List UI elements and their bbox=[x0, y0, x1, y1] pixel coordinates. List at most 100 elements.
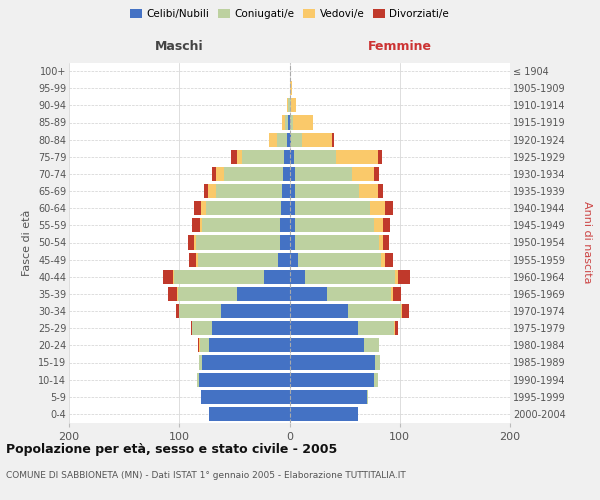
Bar bbox=[359, 184, 378, 198]
Bar bbox=[374, 167, 379, 181]
Bar bbox=[367, 390, 368, 404]
Bar bbox=[290, 356, 376, 370]
Bar bbox=[284, 150, 290, 164]
Bar bbox=[264, 270, 290, 284]
Bar bbox=[358, 321, 394, 335]
Bar bbox=[188, 236, 194, 250]
Text: Maschi: Maschi bbox=[155, 40, 203, 53]
Bar bbox=[221, 304, 290, 318]
Bar bbox=[402, 304, 409, 318]
Bar bbox=[290, 132, 302, 146]
Bar bbox=[200, 218, 202, 232]
Bar bbox=[280, 218, 290, 232]
Bar bbox=[290, 304, 348, 318]
Bar bbox=[290, 252, 298, 266]
Bar bbox=[290, 201, 295, 215]
Bar bbox=[283, 167, 290, 181]
Bar bbox=[285, 116, 289, 130]
Bar bbox=[374, 218, 383, 232]
Bar bbox=[290, 287, 327, 301]
Bar bbox=[290, 81, 292, 95]
Bar bbox=[394, 321, 395, 335]
Bar bbox=[379, 236, 383, 250]
Bar bbox=[401, 304, 402, 318]
Bar bbox=[281, 201, 290, 215]
Bar bbox=[198, 252, 278, 266]
Bar bbox=[174, 270, 264, 284]
Bar bbox=[168, 287, 177, 301]
Bar bbox=[236, 150, 242, 164]
Bar bbox=[364, 338, 379, 352]
Bar bbox=[398, 270, 410, 284]
Bar bbox=[189, 252, 196, 266]
Bar bbox=[295, 236, 379, 250]
Bar bbox=[293, 116, 313, 130]
Bar bbox=[277, 132, 287, 146]
Bar bbox=[269, 132, 277, 146]
Bar bbox=[215, 184, 282, 198]
Bar bbox=[290, 98, 296, 112]
Bar bbox=[295, 218, 374, 232]
Bar bbox=[393, 287, 401, 301]
Bar bbox=[327, 287, 391, 301]
Bar bbox=[206, 201, 281, 215]
Bar bbox=[236, 287, 290, 301]
Bar bbox=[179, 304, 221, 318]
Bar bbox=[202, 201, 206, 215]
Bar bbox=[383, 218, 390, 232]
Bar bbox=[176, 304, 179, 318]
Y-axis label: Fasce di età: Fasce di età bbox=[22, 210, 32, 276]
Bar bbox=[348, 304, 401, 318]
Bar bbox=[202, 218, 280, 232]
Bar bbox=[282, 116, 285, 130]
Bar bbox=[196, 236, 280, 250]
Bar bbox=[282, 184, 290, 198]
Bar bbox=[290, 116, 293, 130]
Bar bbox=[209, 407, 290, 421]
Bar bbox=[290, 321, 358, 335]
Bar bbox=[194, 201, 202, 215]
Bar bbox=[178, 287, 236, 301]
Bar bbox=[191, 321, 193, 335]
Bar bbox=[224, 167, 283, 181]
Bar bbox=[193, 218, 200, 232]
Bar bbox=[385, 252, 393, 266]
Bar bbox=[212, 167, 215, 181]
Bar bbox=[202, 356, 290, 370]
Bar bbox=[290, 338, 364, 352]
Bar bbox=[197, 372, 199, 386]
Bar bbox=[294, 150, 336, 164]
Bar bbox=[295, 167, 352, 181]
Text: Popolazione per età, sesso e stato civile - 2005: Popolazione per età, sesso e stato civil… bbox=[6, 442, 337, 456]
Bar bbox=[374, 372, 378, 386]
Text: COMUNE DI SABBIONETA (MN) - Dati ISTAT 1° gennaio 2005 - Elaborazione TUTTITALIA: COMUNE DI SABBIONETA (MN) - Dati ISTAT 1… bbox=[6, 471, 406, 480]
Bar bbox=[212, 321, 290, 335]
Y-axis label: Anni di nascita: Anni di nascita bbox=[583, 201, 592, 284]
Bar bbox=[208, 184, 215, 198]
Bar bbox=[289, 116, 290, 130]
Bar bbox=[200, 338, 209, 352]
Bar bbox=[290, 407, 358, 421]
Bar bbox=[370, 201, 385, 215]
Bar bbox=[280, 236, 290, 250]
Bar bbox=[290, 150, 294, 164]
Bar bbox=[289, 98, 290, 112]
Bar bbox=[295, 184, 359, 198]
Bar bbox=[336, 150, 378, 164]
Bar bbox=[302, 132, 332, 146]
Bar bbox=[203, 184, 208, 198]
Bar bbox=[290, 236, 295, 250]
Bar bbox=[290, 372, 374, 386]
Bar bbox=[199, 372, 290, 386]
Bar bbox=[290, 218, 295, 232]
Bar bbox=[385, 201, 393, 215]
Bar bbox=[193, 321, 212, 335]
Bar bbox=[378, 150, 382, 164]
Bar bbox=[215, 167, 224, 181]
Bar bbox=[383, 236, 389, 250]
Bar bbox=[194, 236, 196, 250]
Bar bbox=[231, 150, 236, 164]
Bar bbox=[391, 287, 393, 301]
Bar bbox=[332, 132, 334, 146]
Bar bbox=[199, 338, 200, 352]
